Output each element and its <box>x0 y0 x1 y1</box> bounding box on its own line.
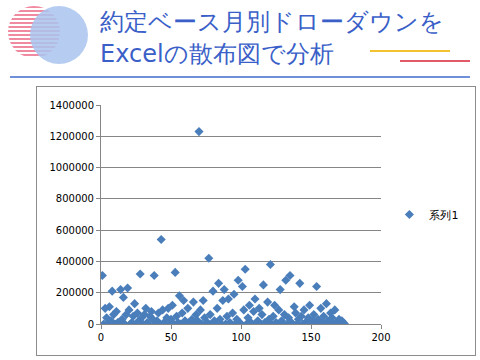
svg-text:系列1: 系列1 <box>429 209 458 222</box>
html-text:Excelの散布図で分析: Excelの散布図で分析 <box>100 40 334 68</box>
svg-text:1200000: 1200000 <box>49 131 94 142</box>
svg-text:200: 200 <box>371 332 390 343</box>
svg-text:150: 150 <box>301 332 320 343</box>
html-text:約定ベース月別ドローダウンを: 約定ベース月別ドローダウンを <box>100 8 444 36</box>
svg-text:800000: 800000 <box>56 193 94 204</box>
svg-text:100: 100 <box>231 332 250 343</box>
svg-text:0: 0 <box>98 332 104 343</box>
svg-text:50: 50 <box>165 332 178 343</box>
svg-text:0: 0 <box>88 319 94 330</box>
svg-text:1400000: 1400000 <box>49 100 94 111</box>
svg-text:200000: 200000 <box>56 287 94 298</box>
svg-text:400000: 400000 <box>56 256 94 267</box>
svg-text:600000: 600000 <box>56 225 94 236</box>
svg-text:1000000: 1000000 <box>49 162 94 173</box>
